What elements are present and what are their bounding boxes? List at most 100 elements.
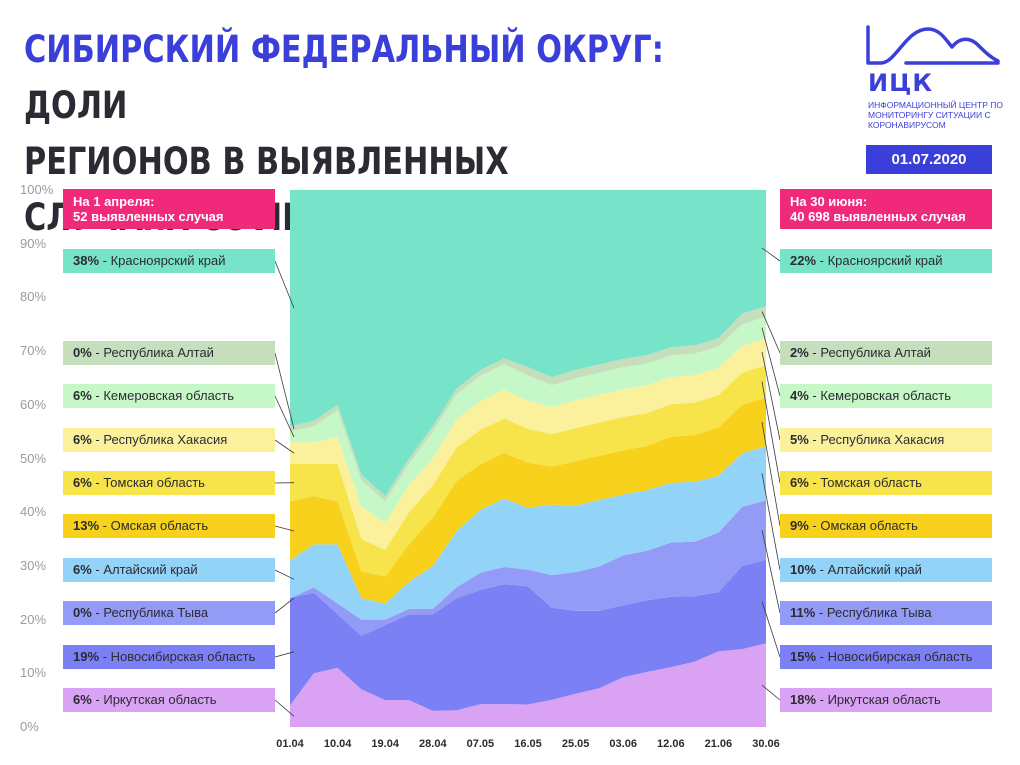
x-tick-label: 19.04: [371, 738, 399, 750]
start-label-value: 6%: [73, 562, 92, 577]
start-leader-line: [274, 651, 295, 658]
end-label: 11% - Республика Тыва: [780, 601, 992, 625]
x-tick-label: 16.05: [514, 738, 542, 750]
start-leader-line: [274, 699, 295, 717]
end-label-value: 9%: [790, 518, 809, 533]
end-label-region: - Омская область: [808, 518, 918, 533]
end-label: 5% - Республика Хакасия: [780, 428, 992, 452]
logo-subtitle: ИНФОРМАЦИОННЫЙ ЦЕНТР ПО МОНИТОРИНГУ СИТУ…: [868, 100, 1003, 130]
start-label: 6% - Республика Хакасия: [63, 428, 275, 452]
x-tick-label: 28.04: [419, 738, 447, 750]
area-series-6: [290, 365, 766, 577]
area-series-8: [290, 316, 766, 523]
start-label-value: 38%: [73, 253, 100, 268]
end-label-region: - Иркутская область: [816, 692, 941, 707]
start-leader-line: [274, 569, 295, 580]
y-tick-label: 70%: [20, 343, 47, 359]
left-header-line1: На 1 апреля:: [73, 194, 155, 209]
start-label: 13% - Омская область: [63, 514, 275, 538]
start-leader-line: [274, 395, 295, 438]
start-label-value: 0%: [73, 345, 92, 360]
start-label-region: - Алтайский край: [91, 562, 198, 577]
y-tick-label: 20%: [20, 611, 47, 627]
start-label: 0% - Республика Тыва: [63, 601, 275, 625]
area-series-1: [290, 643, 766, 727]
end-label-region: - Новосибирская область: [816, 649, 973, 664]
title-accent: СИБИРСКИЙ ФЕДЕРАЛЬНЫЙ ОКРУГ:: [24, 28, 664, 71]
area-series-10: [290, 190, 766, 497]
y-tick-label: 90%: [20, 235, 47, 251]
left-header-line2: 52 выявленных случая: [73, 209, 224, 224]
end-leader-line: [761, 684, 781, 701]
start-label-region: - Кемеровская область: [91, 388, 235, 403]
start-label: 0% - Республика Алтай: [63, 341, 275, 365]
end-label-region: - Кемеровская область: [808, 388, 952, 403]
end-label-region: - Республика Хакасия: [808, 432, 945, 447]
end-label: 9% - Омская область: [780, 514, 992, 538]
y-tick-label: 80%: [20, 289, 47, 305]
start-label-region: - Республика Тыва: [91, 605, 209, 620]
end-label: 4% - Кемеровская область: [780, 384, 992, 408]
logo-name: ИЦК: [868, 69, 933, 97]
start-leader-line: [274, 352, 295, 430]
start-leader-line: [274, 260, 295, 309]
y-tick-label: 100%: [20, 182, 54, 197]
area-series-2: [290, 559, 766, 711]
x-tick-label: 12.06: [657, 738, 685, 750]
end-label-value: 11%: [790, 605, 816, 620]
end-label-value: 2%: [790, 345, 809, 360]
start-label: 6% - Томская область: [63, 471, 275, 495]
end-label-region: - Республика Тыва: [815, 605, 932, 620]
start-label-value: 6%: [73, 475, 92, 490]
x-tick-label: 10.04: [323, 738, 352, 750]
area-series-3: [290, 500, 766, 636]
end-label-region: - Томская область: [808, 475, 922, 490]
end-leader-line: [761, 601, 781, 658]
start-label-region: - Иркутская область: [91, 692, 217, 707]
start-label-value: 0%: [73, 605, 92, 620]
start-leader-line: [274, 525, 295, 532]
start-label-region: - Новосибирская область: [99, 649, 256, 664]
y-tick-label: 40%: [20, 504, 47, 520]
end-leader-line: [761, 529, 781, 614]
end-label-value: 5%: [790, 432, 809, 447]
x-tick-label: 25.05: [561, 738, 590, 750]
end-label: 2% - Республика Алтай: [780, 341, 992, 365]
title-line1: ДОЛИ: [24, 84, 128, 127]
end-leader-line: [761, 247, 781, 262]
start-label-region: - Республика Алтай: [91, 345, 214, 360]
area-series-5: [290, 397, 766, 604]
y-tick-label: 30%: [20, 557, 47, 573]
start-label-value: 19%: [73, 649, 100, 664]
end-label-value: 22%: [790, 253, 817, 268]
start-label-region: - Республика Хакасия: [91, 432, 228, 447]
left-header: На 1 апреля: 52 выявленных случая: [63, 189, 275, 229]
start-label: 38% - Красноярский край: [63, 249, 275, 273]
start-label: 6% - Алтайский край: [63, 558, 275, 582]
end-label: 10% - Алтайский край: [780, 558, 992, 582]
right-header: На 30 июня: 40 698 выявленных случая: [780, 189, 992, 229]
start-label-value: 6%: [73, 692, 92, 707]
start-leader-line: [274, 597, 295, 614]
y-tick-label: 0%: [20, 719, 39, 734]
start-leader-line: [274, 439, 295, 454]
end-label-value: 15%: [790, 649, 817, 664]
start-label: 19% - Новосибирская область: [63, 645, 275, 669]
end-label-region: - Красноярский край: [816, 253, 943, 268]
x-tick-label: 30.06: [752, 738, 780, 750]
x-tick-label: 03.06: [609, 738, 637, 750]
start-label-region: - Омская область: [99, 518, 209, 533]
x-tick-label: 01.04: [276, 738, 304, 750]
end-label: 18% - Иркутская область: [780, 688, 992, 712]
end-label-value: 4%: [790, 388, 809, 403]
end-leader-line: [761, 422, 781, 527]
area-series-7: [290, 338, 766, 550]
start-label-region: - Красноярский край: [99, 253, 226, 268]
end-label-value: 18%: [790, 692, 817, 707]
end-label-region: - Алтайский край: [816, 562, 922, 577]
end-leader-line: [761, 351, 781, 441]
end-leader-line: [761, 311, 781, 354]
logo-mark-icon: [866, 25, 1000, 65]
end-label-value: 10%: [790, 562, 817, 577]
